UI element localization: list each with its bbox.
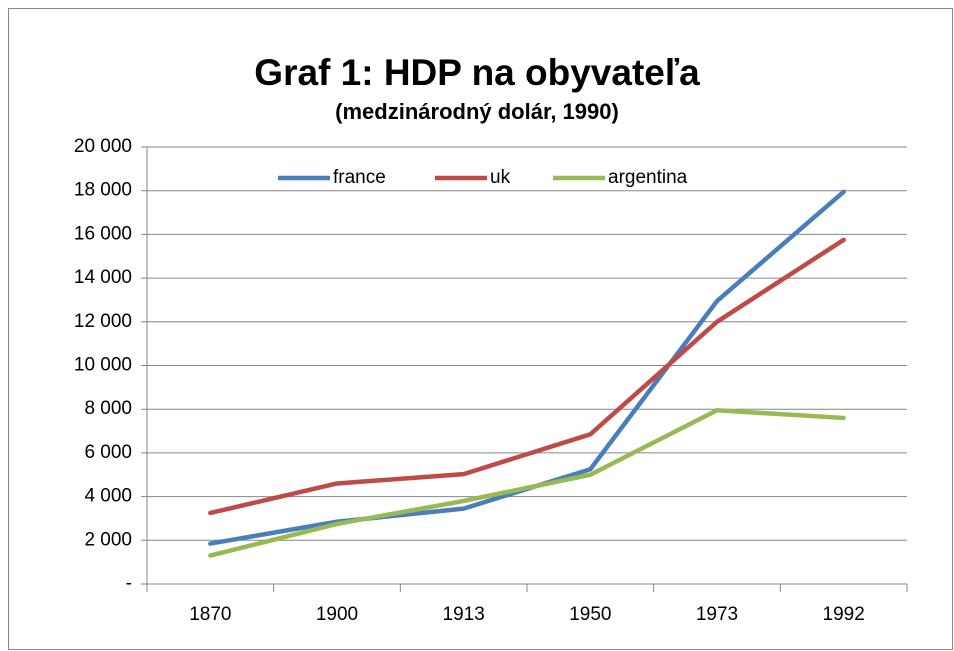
legend-label: argentina [608,167,688,188]
y-tick-label: 12 000 [74,311,132,332]
series-line [208,408,846,558]
legend-label: france [333,167,386,188]
y-tick-label: 16 000 [74,223,132,244]
y-tick-label: 8 000 [84,398,132,419]
x-tick-label: 1913 [443,604,485,625]
y-tick-label: 14 000 [74,267,132,288]
series-line [208,237,846,516]
x-tick-label: 1973 [696,604,738,625]
chart-title: Graf 1: HDP na obyvateľa [254,52,700,93]
legend-label: uk [490,167,511,188]
chart-subtitle: (medzinárodný dolár, 1990) [335,99,619,124]
y-tick-label: 4 000 [84,486,132,507]
x-tick-label: 1900 [316,604,358,625]
x-tick-label: 1870 [189,604,231,625]
x-tick-label: 1992 [823,604,865,625]
y-tick-label: 6 000 [84,442,132,463]
x-tick-label: 1950 [569,604,611,625]
y-tick-label: 2 000 [84,529,132,550]
y-tick-label: - [126,573,132,594]
chart-border [8,8,953,650]
y-tick-label: 18 000 [74,180,132,201]
y-tick-label: 10 000 [74,355,132,376]
y-tick-label: 20 000 [74,136,132,157]
